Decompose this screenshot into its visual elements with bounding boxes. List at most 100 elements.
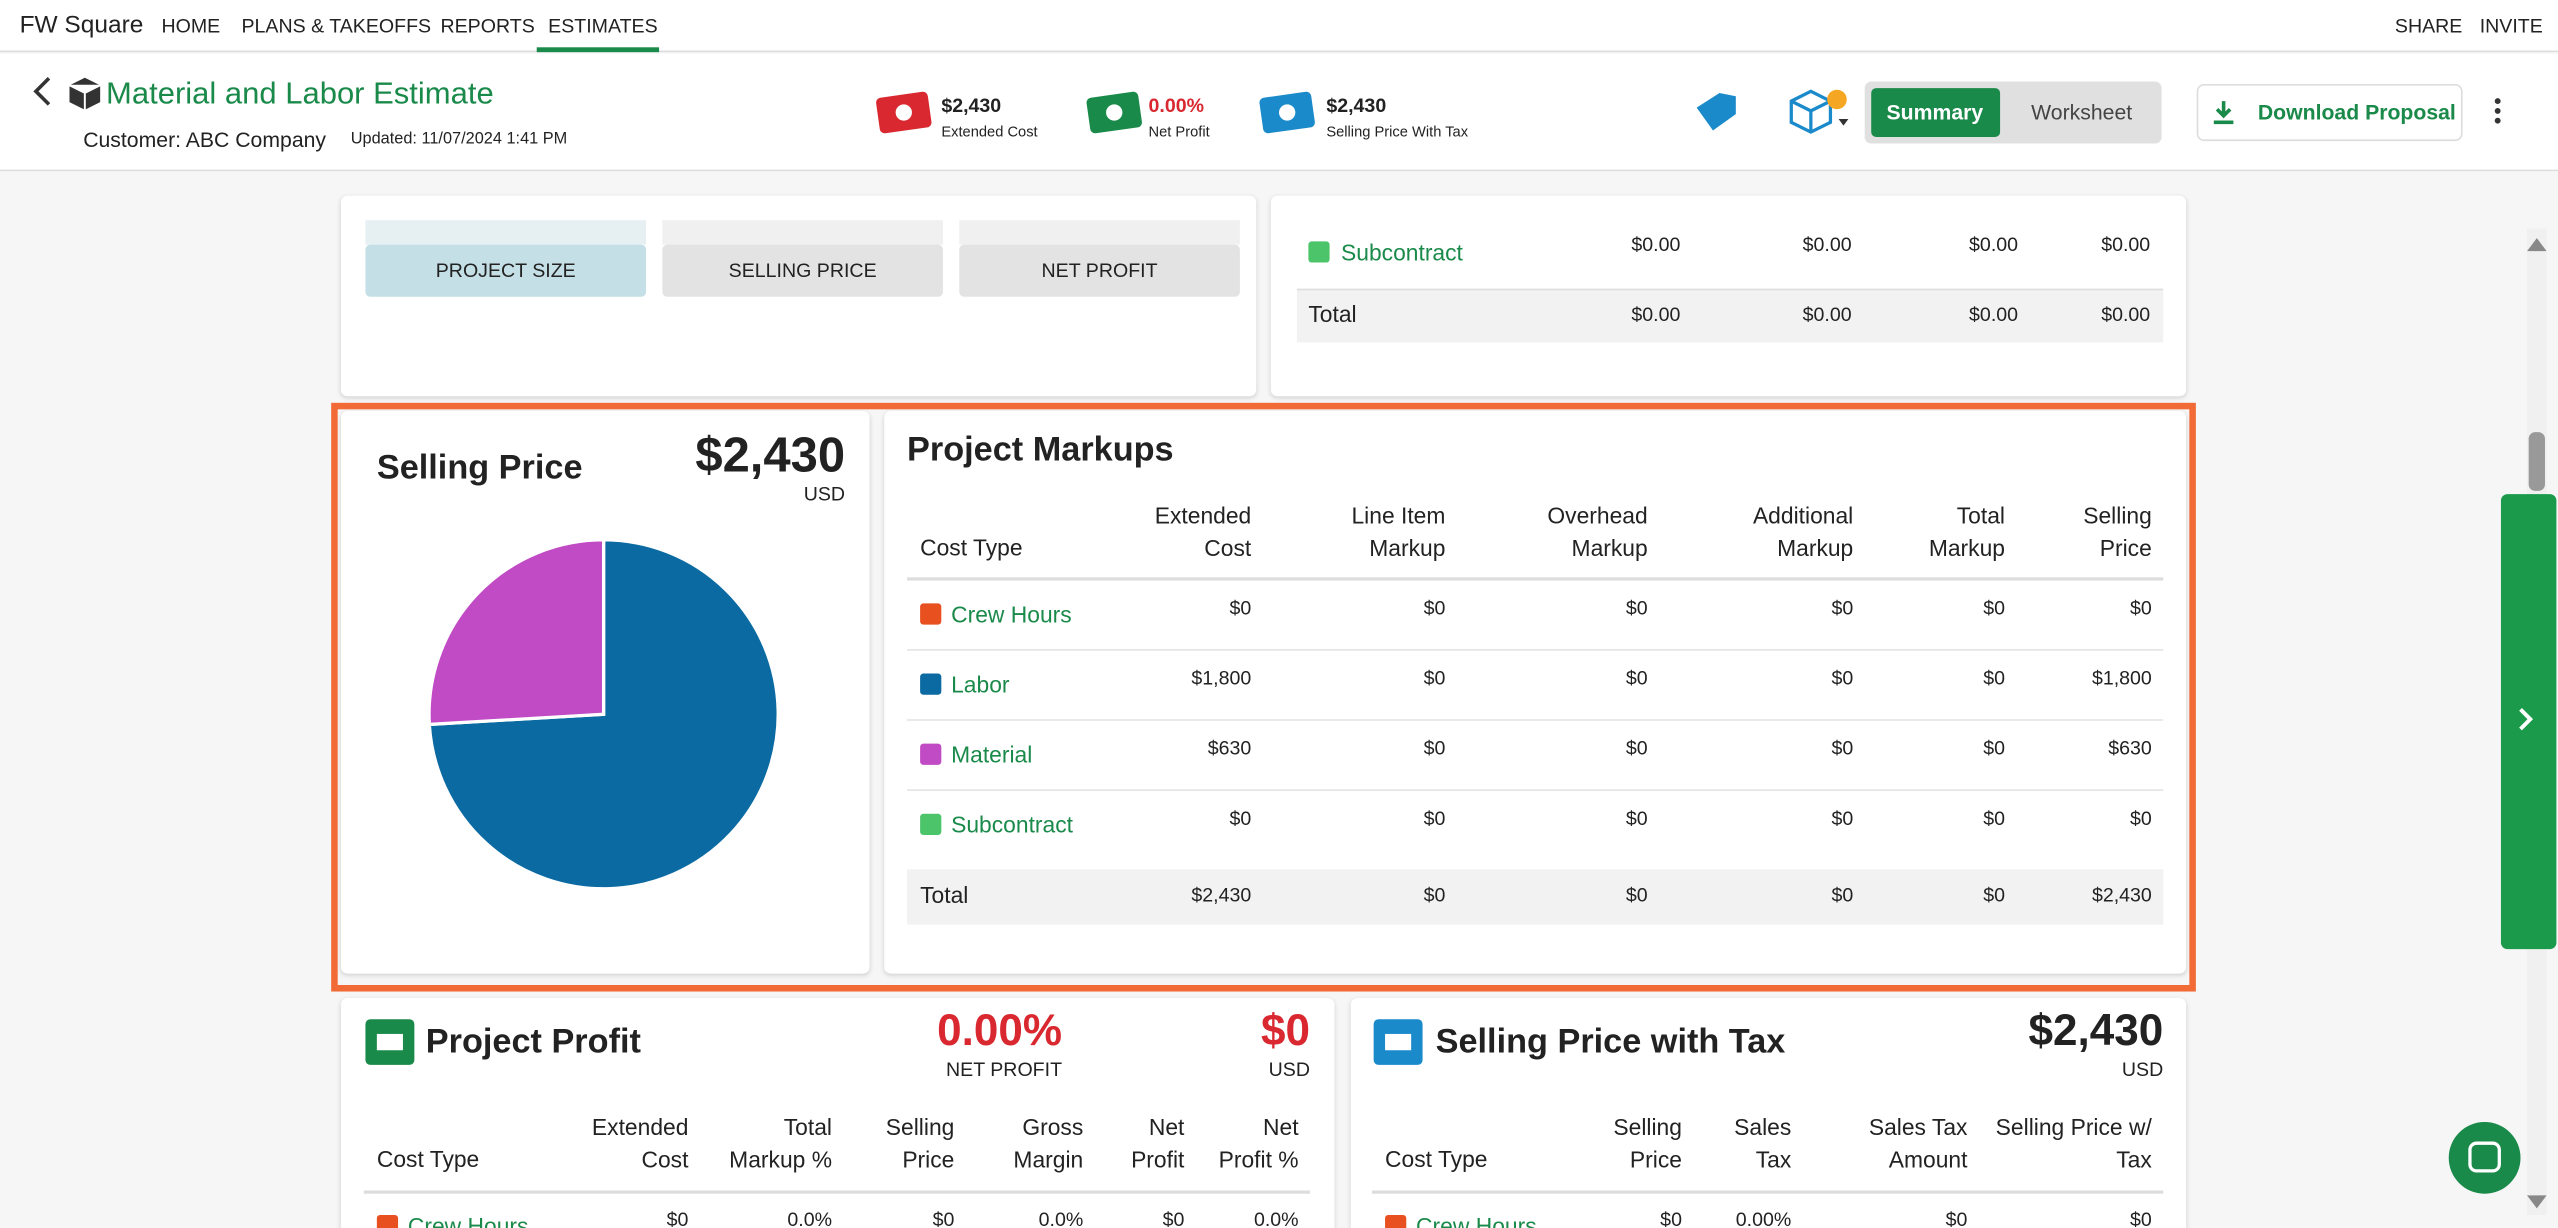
cell: $2,430 (2091, 883, 2152, 907)
stat-value: $2,430 (1326, 94, 1387, 118)
cell: $0 (1625, 883, 1648, 907)
tab-button-label[interactable]: NET PROFIT (1041, 258, 1158, 282)
cell: $0 (666, 1208, 689, 1228)
tab-button[interactable] (959, 244, 1240, 297)
nav-link[interactable]: HOME (161, 14, 221, 38)
cell: 0.0% (787, 1208, 833, 1228)
column-header: Net Profit % (1218, 1113, 1299, 1173)
cell: $0.00 (2101, 232, 2151, 256)
estimate-title: Material and Labor Estimate (106, 77, 494, 112)
stat-label: Extended Cost (941, 123, 1038, 140)
column-header: Cost Type (376, 1145, 480, 1172)
cell: $0 (1423, 596, 1446, 620)
tax-amount: $2,430 (2028, 1005, 2164, 1055)
row-rule (907, 789, 2164, 791)
cost-type[interactable]: Crew Hours (407, 1212, 529, 1228)
cost-type[interactable]: Subcontract (951, 811, 1074, 838)
cell: $0 (2130, 806, 2152, 830)
column-header: Total Markup % (729, 1113, 833, 1173)
nav-link[interactable]: ESTIMATES (548, 14, 658, 38)
tax-icon-bill (1385, 1033, 1412, 1051)
row-rule (907, 649, 2164, 651)
tab-button-label[interactable]: SELLING PRICE (728, 258, 877, 282)
cell: $0 (1831, 666, 1854, 690)
cost-type[interactable]: Crew Hours (1416, 1212, 1537, 1228)
download-proposal[interactable]: Download Proposal (2257, 99, 2456, 125)
tag-icon[interactable] (1696, 92, 1736, 131)
column-header: Gross Margin (1013, 1113, 1084, 1173)
cell: $0 (1983, 666, 2005, 690)
download-button[interactable] (2196, 83, 2463, 142)
column-header: Selling Price w/ Tax (1995, 1113, 2152, 1173)
swatch (920, 603, 942, 625)
cost-type[interactable]: Labor (951, 671, 1010, 698)
download-icon (2213, 101, 2234, 125)
chat-icon (2468, 1141, 2501, 1173)
cost-type[interactable]: Crew Hours (951, 601, 1072, 628)
share-link[interactable]: SHARE (2394, 14, 2463, 38)
cell: $0 (1625, 806, 1648, 830)
cell: 0.00% (1735, 1208, 1792, 1228)
stat-label: Selling Price With Tax (1326, 123, 1469, 140)
summary-tab[interactable]: Summary (1886, 99, 1984, 125)
scrollbar-thumb[interactable] (2528, 432, 2545, 491)
column-header: Extended Cost (591, 1113, 689, 1173)
more-menu[interactable] (2494, 98, 2501, 124)
worksheet-tab[interactable]: Worksheet (2031, 99, 2133, 125)
cell: $0.00 (1969, 232, 2019, 256)
header-rule (363, 1190, 1311, 1194)
pie-slice (427, 538, 606, 727)
cell: $0 (1423, 806, 1446, 830)
invite-link[interactable]: INVITE (2479, 14, 2543, 38)
active-underline (536, 47, 660, 53)
total-row (1296, 288, 2164, 343)
profit-icon-bill (376, 1033, 403, 1051)
selling-price-icon (1259, 91, 1315, 134)
scroll-down[interactable] (2527, 1195, 2547, 1209)
box-icon[interactable] (1789, 89, 1849, 134)
cell: $0 (1983, 806, 2005, 830)
cell: $0 (2130, 1208, 2152, 1228)
tab-button-label[interactable]: PROJECT SIZE (435, 258, 576, 282)
cell: $0 (1983, 883, 2005, 907)
nav-link[interactable]: PLANS & TAKEOFFS (241, 14, 432, 38)
column-header: Net Profit (1131, 1113, 1185, 1173)
tax-card (1350, 998, 2187, 1228)
header-rule (907, 577, 2164, 581)
tab-button[interactable] (662, 244, 943, 297)
button-shadow (662, 220, 943, 245)
column-header: Selling Price (885, 1113, 955, 1173)
cell: $0 (1831, 736, 1854, 760)
cell: $0 (1625, 666, 1648, 690)
tab-button[interactable] (365, 244, 647, 297)
cell: $0.00 (1802, 303, 1852, 326)
column-header: Additional Markup (1752, 502, 1854, 561)
cell: $0 (1983, 596, 2005, 620)
nav-link[interactable]: REPORTS (440, 14, 535, 38)
scroll-up[interactable] (2527, 238, 2547, 252)
column-header: Total Markup (1928, 502, 2005, 561)
profit-card (340, 998, 1335, 1228)
swatch (920, 743, 942, 765)
profit-amount: $0 (1260, 1005, 1311, 1055)
cost-type: Total (920, 881, 969, 908)
column-header: Line Item Markup (1351, 502, 1446, 561)
cell: $0 (1831, 806, 1854, 830)
customer: Customer: ABC Company (83, 127, 327, 152)
chat-button[interactable] (2448, 1121, 2521, 1194)
cost-type[interactable]: Material (951, 741, 1033, 768)
cell: $0 (1660, 1208, 1682, 1228)
column-header: Extended Cost (1154, 502, 1252, 561)
cell: $0.00 (1969, 303, 2019, 326)
card-title: Selling Price (376, 449, 583, 487)
total-row (907, 869, 2164, 925)
brand: FW Square (19, 11, 144, 40)
currency: USD (2121, 1058, 2164, 1081)
column-header: Selling Price (1613, 1113, 1682, 1173)
summary-tab[interactable] (1871, 88, 2001, 137)
cell: $1,800 (2091, 666, 2152, 690)
cell: $0 (1983, 736, 2005, 760)
currency: USD (803, 482, 846, 506)
back-arrow[interactable] (33, 77, 51, 106)
